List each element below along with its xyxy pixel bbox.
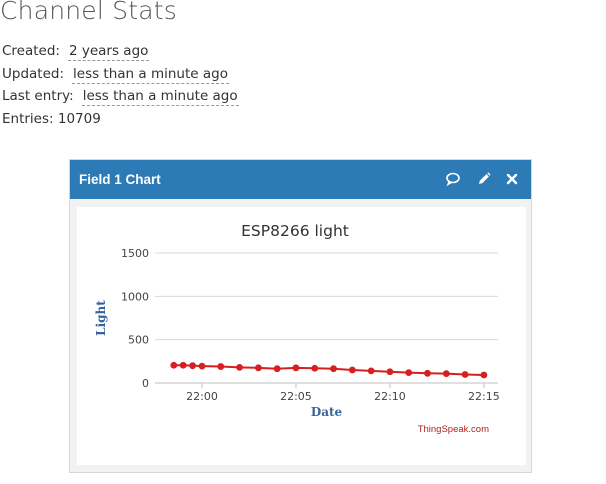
x-tick-label: 22:10 — [374, 390, 406, 403]
data-point[interactable] — [348, 366, 356, 374]
stat-last-entry: Last entry: less than a minute ago — [2, 85, 239, 108]
y-axis-ticks: 0 500 1000 1500 — [121, 247, 149, 390]
close-icon[interactable] — [503, 170, 521, 188]
data-point[interactable] — [179, 361, 187, 369]
pencil-icon[interactable] — [475, 170, 493, 188]
y-tick-label: 1500 — [121, 247, 149, 260]
data-point[interactable] — [386, 368, 394, 376]
data-point[interactable] — [367, 367, 375, 375]
stat-updated: Updated: less than a minute ago — [2, 63, 239, 86]
x-axis-label: Date — [311, 405, 343, 419]
data-point[interactable] — [424, 369, 431, 377]
data-point[interactable] — [198, 362, 206, 370]
y-tick-label: 1000 — [121, 290, 149, 303]
series-light — [170, 361, 488, 379]
comment-icon[interactable] — [444, 170, 462, 188]
data-point[interactable] — [189, 362, 196, 370]
chart-area: ESP8266 light 0 500 1000 1500 22:00 22:05 22:… — [77, 207, 526, 465]
y-tick-label: 500 — [128, 334, 149, 347]
data-point[interactable] — [292, 364, 300, 372]
data-point[interactable] — [170, 361, 178, 369]
x-axis-ticks: 22:00 22:05 22:10 22:15 — [186, 383, 500, 403]
y-axis-label: Light — [94, 300, 108, 336]
data-point[interactable] — [273, 365, 281, 373]
stat-value[interactable]: 2 years ago — [67, 43, 150, 61]
data-point[interactable] — [442, 370, 450, 378]
stat-label: Created: — [2, 43, 60, 59]
entries-value: 10709 — [57, 110, 101, 127]
data-point[interactable] — [254, 364, 262, 372]
channel-stats: Created: 2 years ago Updated: less than a … — [2, 40, 239, 130]
stat-label: Updated: — [2, 65, 65, 82]
x-tick-label: 22:15 — [468, 390, 500, 403]
data-point[interactable] — [480, 371, 488, 379]
entries-label: Entries: — [2, 110, 54, 127]
stat-value[interactable]: less than a minute ago — [81, 88, 239, 106]
field-chart-widget: Field 1 Chart ESP8266 light 0 500 1000 1500… — [69, 159, 532, 473]
x-tick-label: 22:00 — [186, 390, 218, 403]
stat-label: Last entry: — [2, 88, 74, 104]
page-title: Channel Stats — [0, 0, 178, 25]
chart-title: ESP8266 light — [241, 222, 349, 240]
widget-header: Field 1 Chart — [70, 160, 531, 199]
data-point[interactable] — [405, 369, 413, 376]
stat-value[interactable]: less than a minute ago — [72, 65, 229, 84]
stat-entries: Entries: 10709 — [2, 108, 239, 131]
data-point[interactable] — [461, 371, 469, 378]
chart-grid — [155, 252, 498, 341]
stat-created: Created: 2 years ago — [2, 40, 239, 63]
data-point[interactable] — [311, 364, 319, 372]
y-tick-label: 0 — [142, 377, 149, 390]
chart-credit[interactable]: ThingSpeak.com — [418, 424, 489, 435]
data-point[interactable] — [236, 364, 243, 371]
data-point[interactable] — [217, 363, 225, 370]
x-tick-label: 22:05 — [280, 390, 312, 403]
data-point[interactable] — [330, 365, 337, 373]
widget-title: Field 1 Chart — [79, 172, 161, 187]
